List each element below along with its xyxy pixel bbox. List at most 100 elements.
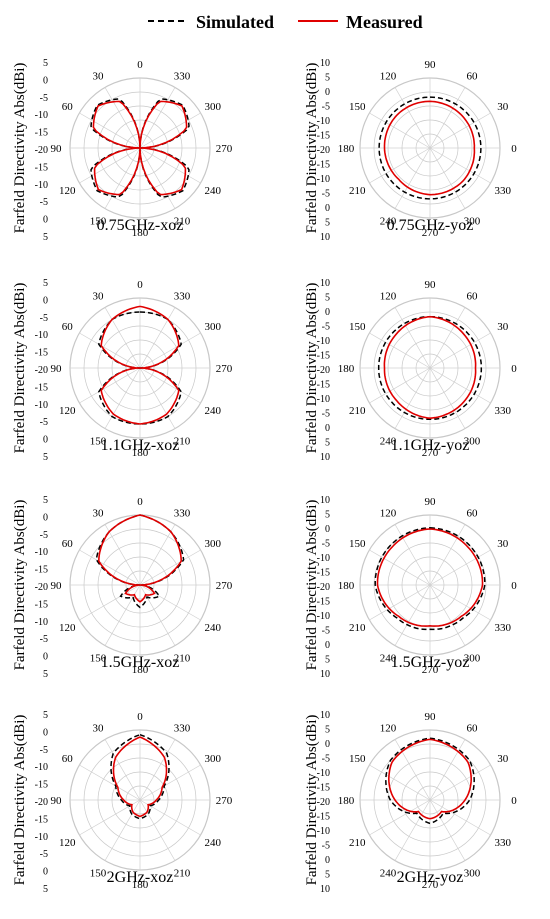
angle-label: 270 <box>216 795 233 807</box>
angle-label: 120 <box>59 185 76 197</box>
radial-tick-label: 5 <box>325 438 330 449</box>
angle-label: 210 <box>349 622 366 634</box>
angle-label: 60 <box>62 101 74 113</box>
radial-tick-label: 5 <box>43 58 48 69</box>
radial-tick-label: -15 <box>317 597 330 608</box>
angle-label: 30 <box>93 290 105 302</box>
polar-panel-7: Farfeld Directivity Abs(dBi) 906030033030… <box>304 710 517 895</box>
radial-tick-label: 5 <box>325 655 330 666</box>
angle-label: 0 <box>137 59 143 71</box>
radial-tick-label: 10 <box>320 884 330 895</box>
angle-label: 60 <box>467 70 479 82</box>
angle-label: 210 <box>349 837 366 849</box>
grid-spoke <box>369 549 431 586</box>
angle-label: 60 <box>62 538 74 550</box>
radial-tick-label: -15 <box>317 380 330 391</box>
axis-title: Farfeld Directivity Abs(dBi) <box>304 715 320 886</box>
radial-tick-label: 5 <box>43 669 48 680</box>
grid-spoke <box>139 764 201 801</box>
grid-spoke <box>104 524 141 586</box>
grid-spoke <box>394 799 431 861</box>
panel-title: 1.1GHz-yoz <box>391 437 470 454</box>
radial-tick-label: -15 <box>35 814 48 825</box>
angle-label: 0 <box>511 795 517 807</box>
grid-spoke <box>429 739 466 801</box>
grid-spoke <box>139 739 176 801</box>
radial-tick-label: 5 <box>43 884 48 895</box>
grid-spoke <box>429 112 491 149</box>
radial-tick-label: -5 <box>322 626 330 637</box>
grid-spoke <box>394 307 431 369</box>
angle-label: 0 <box>511 580 517 592</box>
simulated-curve <box>374 527 486 631</box>
grid-spoke <box>369 799 431 836</box>
grid-spoke <box>139 367 176 429</box>
angle-label: 30 <box>497 101 509 113</box>
angle-label: 120 <box>380 722 397 734</box>
radial-tick-label: -20 <box>35 145 48 156</box>
radial-tick-label: 0 <box>43 867 48 878</box>
angle-label: 210 <box>349 405 366 417</box>
angle-label: 240 <box>380 436 397 448</box>
radial-tick-label: 5 <box>325 725 330 736</box>
angle-label: 150 <box>90 436 107 448</box>
legend-measured-label: Measured <box>346 12 423 32</box>
radial-tick-label: -20 <box>317 582 330 593</box>
angle-label: 330 <box>174 70 191 82</box>
radial-tick-label: -15 <box>35 599 48 610</box>
radial-tick-label: -20 <box>317 145 330 156</box>
angle-label: 0 <box>137 279 143 291</box>
grid-spoke <box>429 799 466 861</box>
angle-label: 30 <box>93 722 105 734</box>
angle-label: 180 <box>338 363 355 375</box>
measured-curve <box>383 315 477 420</box>
radial-tick-label: 0 <box>325 640 330 651</box>
radial-tick-label: 5 <box>43 232 48 243</box>
grid-spoke <box>429 307 466 369</box>
grid-spoke <box>394 584 431 646</box>
simulated-curve <box>378 96 482 200</box>
grid-spoke <box>394 147 431 209</box>
radial-tick-label: -10 <box>317 553 330 564</box>
radial-tick-label: -5 <box>322 841 330 852</box>
radial-tick-label: 5 <box>325 870 330 881</box>
radial-tick-label: -10 <box>317 768 330 779</box>
angle-label: 330 <box>494 622 511 634</box>
angle-label: 270 <box>216 363 233 375</box>
axis-title: Farfeld Directivity Abs(dBi) <box>12 283 28 454</box>
radial-tick-label: -5 <box>40 197 48 208</box>
radial-tick-label: -5 <box>322 322 330 333</box>
grid-spoke <box>104 799 141 861</box>
angle-label: 240 <box>380 216 397 228</box>
angle-label: 180 <box>338 795 355 807</box>
grid-spoke <box>394 87 431 149</box>
angle-label: 30 <box>93 70 105 82</box>
radial-tick-label: -5 <box>322 409 330 420</box>
angle-label: 240 <box>380 868 397 880</box>
grid-spoke <box>369 764 431 801</box>
radial-tick-label: -5 <box>40 313 48 324</box>
measured-curve <box>383 100 476 196</box>
angle-label: 300 <box>204 321 221 333</box>
angle-label: 90 <box>425 279 437 291</box>
angle-label: 30 <box>497 538 509 550</box>
angle-label: 180 <box>132 447 149 459</box>
panel-title: 1.5GHz-yoz <box>391 654 470 671</box>
angle-label: 90 <box>425 496 437 508</box>
measured-curve <box>100 305 180 425</box>
measured-curve <box>387 738 473 820</box>
radial-tick-label: 5 <box>325 293 330 304</box>
angle-label: 90 <box>51 143 63 155</box>
radial-tick-label: -15 <box>35 780 48 791</box>
radial-tick-label: 0 <box>43 727 48 738</box>
grid-spoke <box>139 307 176 369</box>
angle-label: 60 <box>62 753 74 765</box>
angle-label: 0 <box>137 496 143 508</box>
grid-spoke <box>394 367 431 429</box>
radial-tick-label: -10 <box>317 394 330 405</box>
angle-label: 300 <box>464 216 481 228</box>
angle-label: 330 <box>174 722 191 734</box>
radial-tick-label: -10 <box>35 832 48 843</box>
angle-label: 330 <box>494 185 511 197</box>
radial-tick-label: 0 <box>325 739 330 750</box>
